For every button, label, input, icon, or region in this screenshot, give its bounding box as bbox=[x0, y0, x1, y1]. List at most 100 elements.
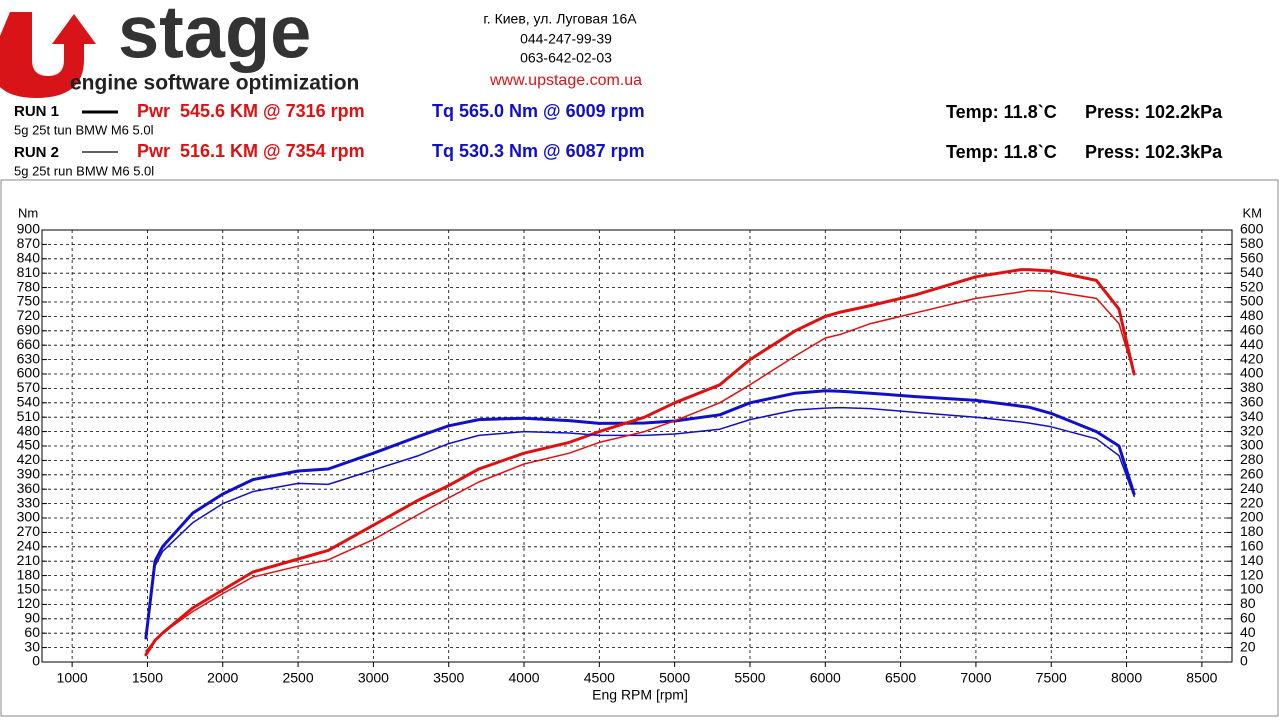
y2-tick-label: 140 bbox=[1240, 552, 1264, 568]
y2-tick-label: 300 bbox=[1240, 437, 1264, 453]
y-axis-label: Nm bbox=[18, 205, 38, 220]
x-tick-label: 8000 bbox=[1111, 670, 1142, 686]
x-tick-label: 6500 bbox=[885, 670, 916, 686]
y2-tick-label: 120 bbox=[1240, 566, 1264, 582]
x-tick-label: 7000 bbox=[960, 670, 991, 686]
y-tick-label: 840 bbox=[17, 250, 41, 266]
y2-tick-label: 480 bbox=[1240, 307, 1264, 323]
y2-tick-label: 520 bbox=[1240, 278, 1264, 294]
y2-tick-label: 180 bbox=[1240, 523, 1264, 539]
y-tick-label: 720 bbox=[17, 307, 41, 323]
y-tick-label: 750 bbox=[17, 293, 41, 309]
run-label: RUN 2 bbox=[14, 144, 59, 161]
y-tick-label: 330 bbox=[17, 494, 41, 510]
y-tick-label: 60 bbox=[24, 624, 40, 640]
y2-tick-label: 340 bbox=[1240, 408, 1264, 424]
y2-tick-label: 0 bbox=[1240, 653, 1248, 669]
run-car: 5g 25t tun BMW M6 5.0l bbox=[14, 122, 154, 137]
y2-axis-label: KM bbox=[1243, 205, 1263, 220]
address: г. Киев, ул. Луговая 16А bbox=[483, 11, 637, 27]
x-tick-label: 6000 bbox=[810, 670, 841, 686]
x-tick-label: 3500 bbox=[433, 670, 464, 686]
y-tick-label: 420 bbox=[17, 451, 41, 467]
y-tick-label: 570 bbox=[17, 379, 41, 395]
y-tick-label: 210 bbox=[17, 552, 41, 568]
y-tick-label: 540 bbox=[17, 394, 41, 410]
y-tick-label: 120 bbox=[17, 595, 41, 611]
website: www.upstage.com.ua bbox=[489, 72, 642, 89]
y-tick-label: 780 bbox=[17, 278, 41, 294]
x-axis-label: Eng RPM [rpm] bbox=[592, 687, 688, 703]
y2-tick-label: 220 bbox=[1240, 494, 1264, 510]
x-tick-label: 2500 bbox=[282, 670, 313, 686]
run-power: Pwr 545.6 KM @ 7316 rpm bbox=[137, 101, 365, 121]
y2-tick-label: 200 bbox=[1240, 509, 1264, 525]
y2-tick-label: 40 bbox=[1240, 624, 1256, 640]
phone: 063-642-02-03 bbox=[520, 50, 612, 66]
run-torque: Tq 530.3 Nm @ 6087 rpm bbox=[432, 141, 645, 161]
y2-tick-label: 160 bbox=[1240, 538, 1264, 554]
y2-tick-label: 400 bbox=[1240, 365, 1264, 381]
y2-tick-label: 60 bbox=[1240, 610, 1256, 626]
series-line bbox=[144, 389, 1136, 640]
x-tick-label: 2000 bbox=[207, 670, 238, 686]
y-tick-label: 240 bbox=[17, 538, 41, 554]
x-tick-label: 1000 bbox=[57, 670, 88, 686]
run-press: Press: 102.2kPa bbox=[1085, 102, 1223, 122]
series-line bbox=[145, 289, 1135, 652]
phone: 044-247-99-39 bbox=[520, 31, 612, 47]
y-tick-label: 600 bbox=[17, 365, 41, 381]
run-temp: Temp: 11.8`C bbox=[946, 142, 1057, 162]
run-power: Pwr 516.1 KM @ 7354 rpm bbox=[137, 141, 365, 161]
y-tick-label: 180 bbox=[17, 566, 41, 582]
x-tick-label: 3000 bbox=[358, 670, 389, 686]
x-tick-label: 7500 bbox=[1036, 670, 1067, 686]
y-tick-label: 810 bbox=[17, 264, 41, 280]
y-tick-label: 30 bbox=[24, 638, 40, 654]
y2-tick-label: 460 bbox=[1240, 322, 1264, 338]
chart-frame bbox=[0, 179, 1279, 717]
y2-tick-label: 440 bbox=[1240, 336, 1264, 352]
tagline: engine software optimization bbox=[70, 72, 359, 95]
y2-tick-label: 20 bbox=[1240, 638, 1256, 654]
y-tick-label: 300 bbox=[17, 509, 41, 525]
logo-mark bbox=[0, 12, 96, 98]
y-tick-label: 660 bbox=[17, 336, 41, 352]
y2-tick-label: 240 bbox=[1240, 480, 1264, 496]
y-tick-label: 870 bbox=[17, 235, 41, 251]
logo-text: stage bbox=[118, 0, 311, 74]
run-torque: Tq 565.0 Nm @ 6009 rpm bbox=[432, 101, 645, 121]
y-tick-label: 480 bbox=[17, 422, 41, 438]
y-tick-label: 630 bbox=[17, 350, 41, 366]
y-tick-label: 90 bbox=[24, 610, 40, 626]
y-tick-label: 360 bbox=[17, 480, 41, 496]
y-tick-label: 150 bbox=[17, 581, 41, 597]
run-temp: Temp: 11.8`C bbox=[946, 102, 1057, 122]
x-tick-label: 4000 bbox=[508, 670, 539, 686]
x-tick-label: 5500 bbox=[734, 670, 765, 686]
y2-tick-label: 580 bbox=[1240, 235, 1264, 251]
y2-tick-label: 380 bbox=[1240, 379, 1264, 395]
y2-tick-label: 100 bbox=[1240, 581, 1264, 597]
y-tick-label: 390 bbox=[17, 466, 41, 482]
y2-tick-label: 500 bbox=[1240, 293, 1264, 309]
y-tick-label: 900 bbox=[17, 221, 41, 237]
y2-tick-label: 600 bbox=[1240, 221, 1264, 237]
y2-tick-label: 360 bbox=[1240, 394, 1264, 410]
x-tick-label: 4500 bbox=[584, 670, 615, 686]
run-car: 5g 25t run BMW M6 5.0l bbox=[14, 163, 154, 178]
y2-tick-label: 280 bbox=[1240, 451, 1264, 467]
y-tick-label: 690 bbox=[17, 322, 41, 338]
y-tick-label: 510 bbox=[17, 408, 41, 424]
x-tick-label: 8500 bbox=[1186, 670, 1217, 686]
series-line bbox=[145, 406, 1135, 639]
y2-tick-label: 540 bbox=[1240, 264, 1264, 280]
series-line bbox=[144, 268, 1136, 657]
y-tick-label: 270 bbox=[17, 523, 41, 539]
x-tick-label: 1500 bbox=[132, 670, 163, 686]
y2-tick-label: 560 bbox=[1240, 250, 1264, 266]
y2-tick-label: 320 bbox=[1240, 422, 1264, 438]
y-tick-label: 450 bbox=[17, 437, 41, 453]
run-press: Press: 102.3kPa bbox=[1085, 142, 1223, 162]
